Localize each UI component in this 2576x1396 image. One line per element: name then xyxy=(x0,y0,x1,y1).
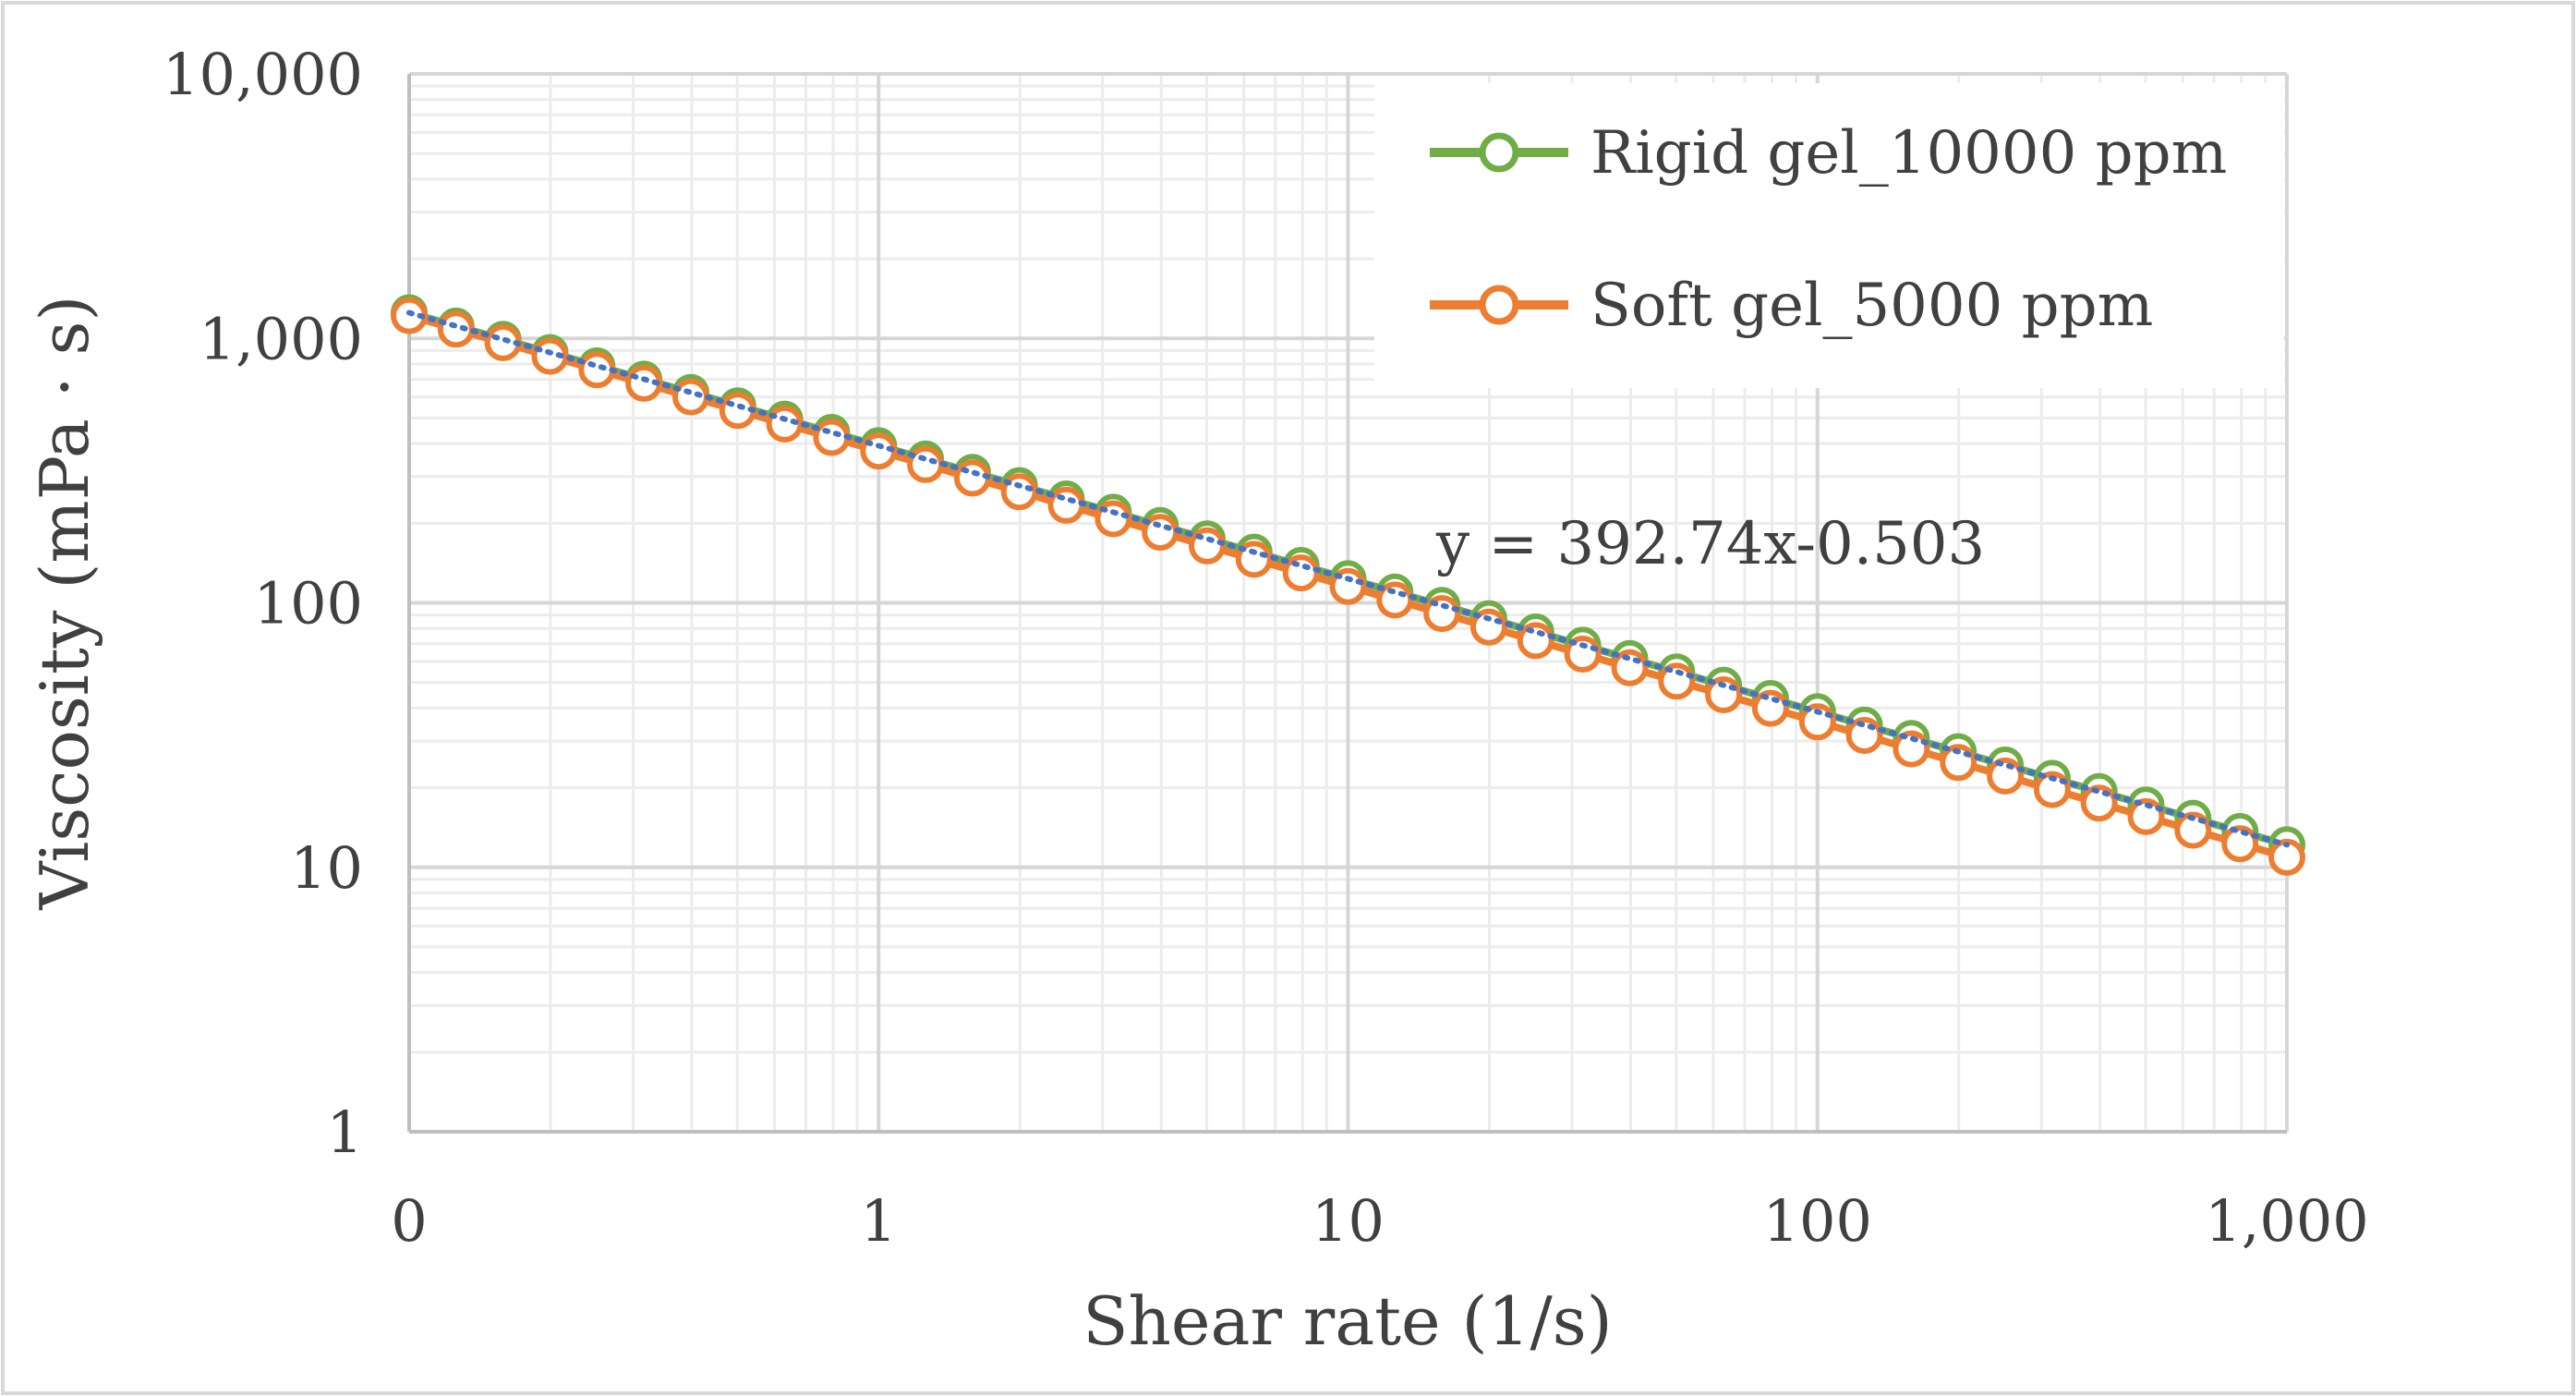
trendline xyxy=(406,310,2290,848)
y-tick-label: 100 xyxy=(254,570,363,637)
legend-item-rigid-gel: Rigid gel_10000 ppm xyxy=(1430,119,2227,188)
data-point xyxy=(1893,730,1930,768)
data-point xyxy=(672,378,709,416)
legend-box xyxy=(1374,83,2284,388)
x-axis-title: Shear rate (1/s) xyxy=(1082,1282,1613,1360)
data-point xyxy=(1517,622,1554,660)
data-point xyxy=(1751,689,1789,727)
data-point xyxy=(2221,825,2259,863)
y-tick-labels: 1 10 100 1,000 10,000 xyxy=(163,41,363,1166)
data-point xyxy=(1658,662,1696,700)
x-tick-label: 1 xyxy=(861,1187,897,1255)
data-point xyxy=(1047,486,1085,524)
y-tick-label: 10,000 xyxy=(163,41,363,108)
data-point xyxy=(1564,636,1602,673)
y-tick-label: 1 xyxy=(327,1099,363,1166)
y-axis-title: Viscosity (mPa · s) xyxy=(26,295,103,910)
legend-item-soft-gel: Soft gel_5000 ppm xyxy=(1430,272,2153,340)
data-point xyxy=(813,419,851,456)
x-tick-label: 100 xyxy=(1763,1187,1872,1255)
series-layer xyxy=(391,294,2305,876)
data-point xyxy=(1282,554,1320,592)
legend-label-rigid-gel: Rigid gel_10000 ppm xyxy=(1590,119,2227,188)
x-tick-label: 10 xyxy=(1312,1187,1385,1255)
trendline-layer xyxy=(406,310,2290,848)
data-point xyxy=(2268,838,2305,876)
data-point xyxy=(1235,540,1273,578)
x-tick-label: 1,000 xyxy=(2205,1187,2369,1255)
legend: Rigid gel_10000 ppm Soft gel_5000 ppm xyxy=(1374,83,2284,388)
legend-label-soft-gel: Soft gel_5000 ppm xyxy=(1590,272,2153,340)
y-tick-label: 10 xyxy=(290,834,363,902)
trendline-equation: y = 392.74x-0.503 xyxy=(1435,510,1985,578)
y-tick-label: 1,000 xyxy=(200,305,364,372)
legend-marker-soft-gel xyxy=(1479,285,1519,325)
x-tick-labels: 0 1 10 100 1,000 xyxy=(391,1187,2368,1255)
data-point xyxy=(1987,757,2025,795)
data-point xyxy=(1000,473,1038,511)
x-tick-label: 0 xyxy=(391,1187,427,1255)
data-point xyxy=(578,351,616,389)
legend-marker-rigid-gel xyxy=(1479,132,1519,173)
data-point xyxy=(2127,797,2165,835)
